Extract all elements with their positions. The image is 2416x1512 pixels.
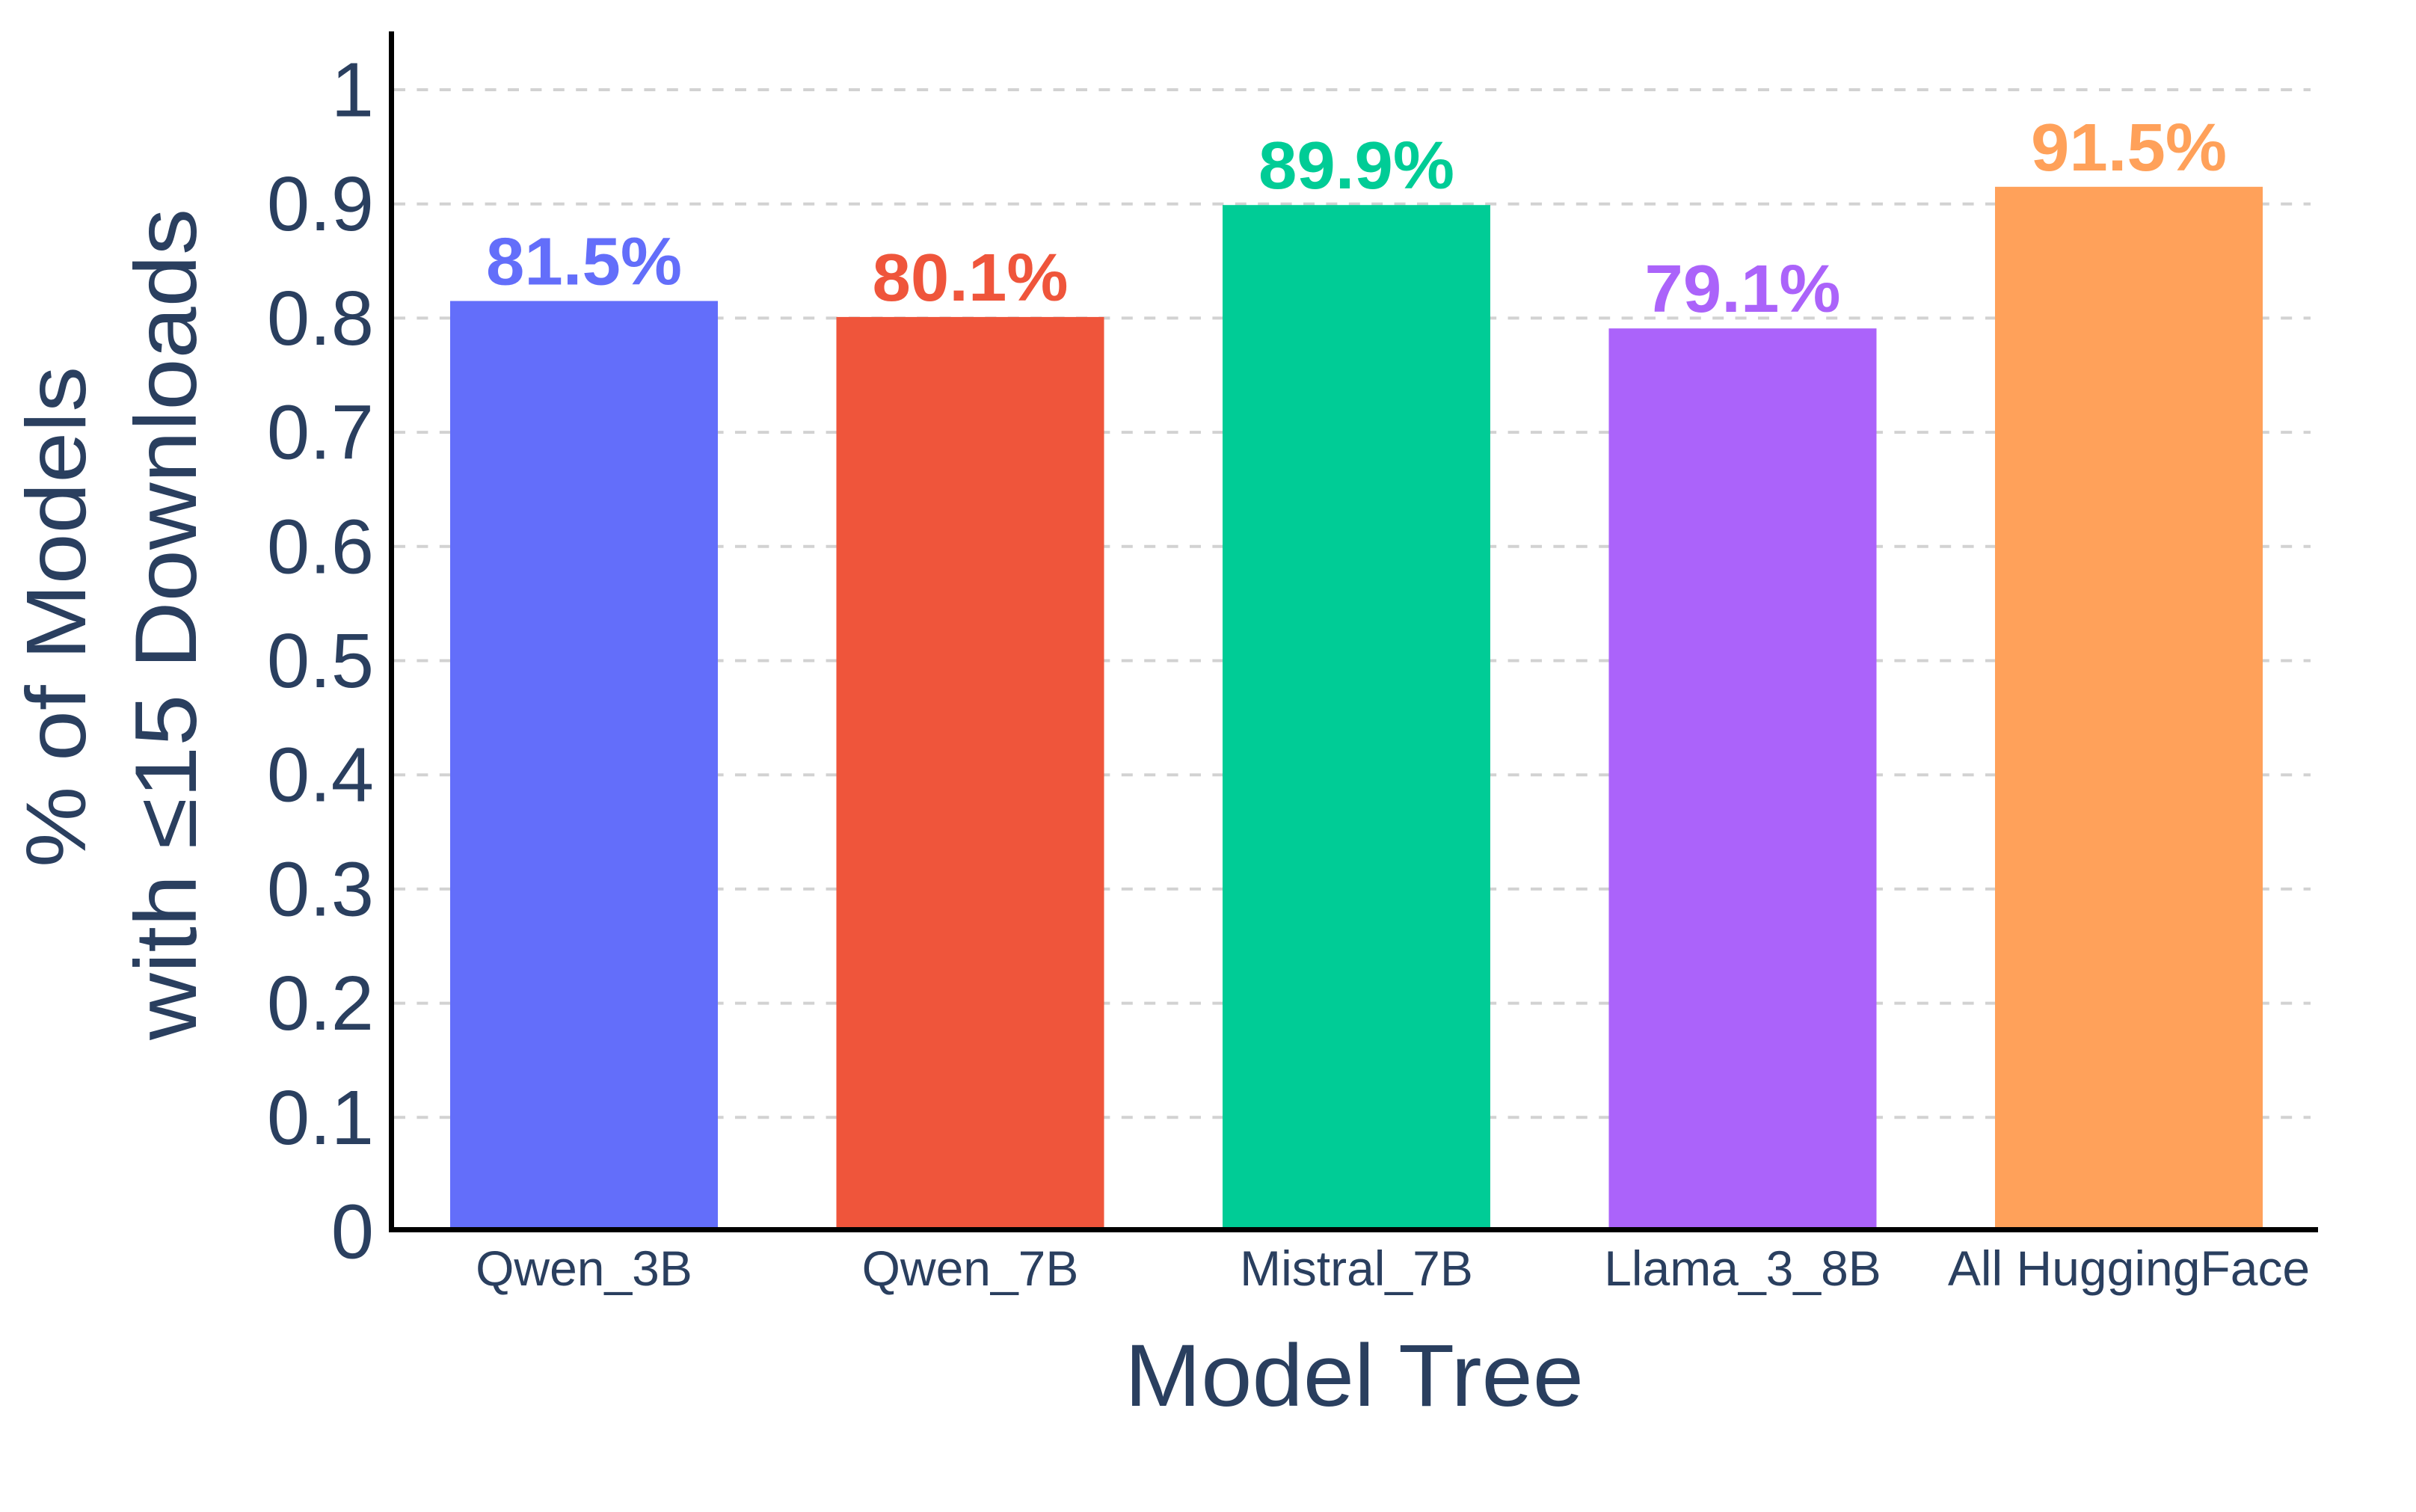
svg-text:0.5: 0.5 xyxy=(267,618,374,704)
svg-text:0.2: 0.2 xyxy=(267,960,374,1046)
svg-text:81.5%: 81.5% xyxy=(486,225,682,300)
svg-text:0.1: 0.1 xyxy=(267,1075,374,1161)
svg-text:Qwen_3B: Qwen_3B xyxy=(476,1241,692,1296)
svg-text:0: 0 xyxy=(331,1189,374,1275)
svg-text:0.9: 0.9 xyxy=(267,161,374,247)
svg-text:0.8: 0.8 xyxy=(267,275,374,361)
svg-text:80.1%: 80.1% xyxy=(873,241,1069,316)
svg-text:0.6: 0.6 xyxy=(267,503,374,589)
svg-text:Llama_3_8B: Llama_3_8B xyxy=(1604,1241,1881,1296)
svg-text:with ≤15 Downloads: with ≤15 Downloads xyxy=(117,209,215,1041)
svg-text:1: 1 xyxy=(331,47,374,133)
svg-text:91.5%: 91.5% xyxy=(2031,111,2227,185)
svg-text:All HuggingFace: All HuggingFace xyxy=(1948,1241,2310,1296)
svg-text:Qwen_7B: Qwen_7B xyxy=(862,1241,1079,1296)
svg-text:Mistral_7B: Mistral_7B xyxy=(1240,1241,1473,1296)
svg-text:0.7: 0.7 xyxy=(267,390,374,476)
svg-text:0.4: 0.4 xyxy=(267,732,374,818)
svg-text:Model Tree: Model Tree xyxy=(1125,1327,1584,1425)
svg-text:79.1%: 79.1% xyxy=(1645,252,1841,327)
svg-text:% of Models: % of Models xyxy=(9,366,103,867)
svg-text:0.3: 0.3 xyxy=(267,846,374,932)
svg-text:89.9%: 89.9% xyxy=(1258,129,1454,203)
